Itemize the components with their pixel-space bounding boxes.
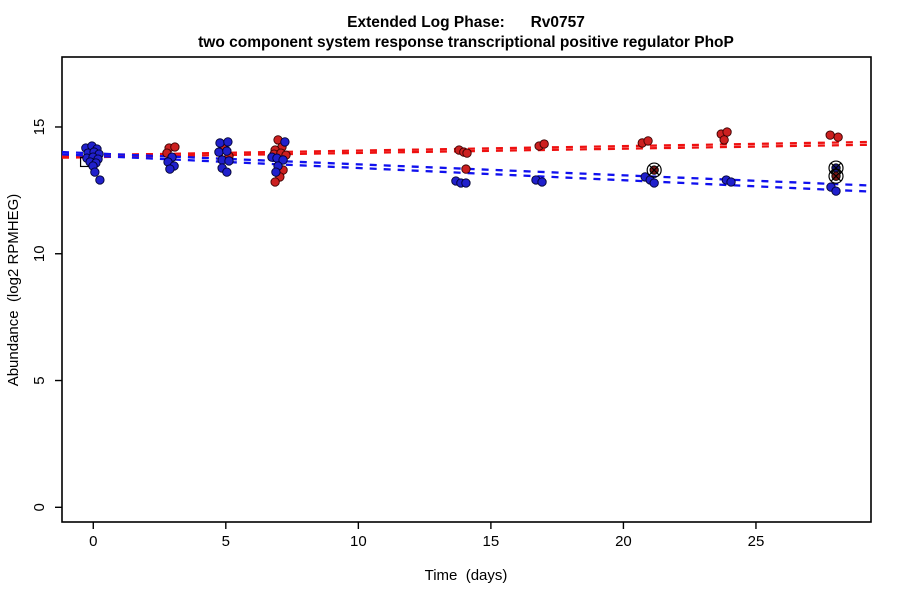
blue-condition-point [223,137,233,147]
blue-condition-point [222,167,232,177]
blue-condition-point [165,164,175,174]
blue-condition-point [831,186,841,196]
blue-condition-point [224,156,234,166]
red-condition-point [722,127,732,137]
red-condition-point [170,142,180,152]
x-tick-label: 15 [483,533,500,550]
circle-x-marker [648,164,660,176]
plot-subtitle: two component system response transcript… [198,34,734,51]
red-condition-point [462,148,472,158]
red-fit-2 [61,143,872,159]
y-axis-label: Abundance (log2 RPMHEG) [5,194,22,387]
y-tick-label: 5 [31,376,48,384]
red-condition-point [539,139,549,149]
x-tick-label: 0 [89,533,97,550]
y-tick-label: 10 [31,245,48,262]
blue-condition-point [726,177,736,187]
blue-fit-1 [61,150,872,187]
red-condition-point [825,130,835,140]
red-condition-point [833,132,843,142]
trend-lines [61,140,872,193]
y-tick-label: 15 [31,119,48,136]
x-axis-label: Time (days) [425,567,508,584]
blue-condition-point [278,155,288,165]
plot-title: Extended Log Phase: Rv0757 [347,14,585,31]
axes: 0 5 10 15 20 25 0 5 10 15 [31,56,872,550]
blue-condition-point [90,167,100,177]
red-condition-point [643,136,653,146]
circle-x-marker [830,162,842,174]
x-tick-label: 25 [748,533,765,550]
blue-condition-point [214,147,224,157]
red-fit-1 [61,140,872,157]
y-tick-label: 0 [31,503,48,511]
blue-condition-point [537,177,547,187]
circle-x-marker [646,162,662,178]
blue-condition-point [95,175,105,185]
plot-border [61,56,872,523]
x-tick-label: 10 [350,533,367,550]
blue-condition-point [271,167,281,177]
blue-fit-2 [61,153,872,193]
blue-condition-point [280,137,290,147]
red-condition-point [719,135,729,145]
red-condition-point [461,164,471,174]
circle-x-marker [828,168,844,184]
circle-x-marker [830,170,842,182]
blue-condition-point [461,178,471,188]
blue-condition-point [222,146,232,156]
red-condition-point [270,177,280,187]
blue-condition-point [215,138,225,148]
x-tick-label: 20 [615,533,632,550]
data-points [79,127,844,196]
blue-condition-point [649,178,659,188]
x-tick-label: 5 [222,533,230,550]
